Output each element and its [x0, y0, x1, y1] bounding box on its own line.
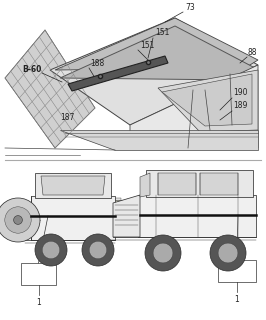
Circle shape	[14, 216, 22, 224]
Text: 190: 190	[233, 88, 247, 97]
Polygon shape	[68, 56, 168, 91]
Polygon shape	[200, 173, 238, 195]
Polygon shape	[41, 176, 105, 195]
Polygon shape	[60, 26, 255, 80]
Circle shape	[218, 243, 238, 263]
Circle shape	[153, 243, 173, 263]
Polygon shape	[113, 195, 140, 237]
Bar	[218, 260, 256, 282]
Circle shape	[89, 241, 107, 259]
Polygon shape	[140, 173, 150, 197]
Circle shape	[35, 234, 67, 266]
Text: 88: 88	[248, 48, 257, 57]
Bar	[21, 263, 56, 285]
Text: B-60: B-60	[22, 65, 41, 74]
Polygon shape	[60, 130, 258, 150]
Circle shape	[5, 207, 31, 233]
Polygon shape	[162, 74, 252, 126]
Text: 189: 189	[233, 101, 247, 110]
Polygon shape	[130, 65, 258, 148]
Bar	[115, 198, 121, 218]
Text: 151: 151	[155, 28, 169, 37]
Circle shape	[145, 235, 181, 271]
Polygon shape	[35, 173, 111, 198]
Text: 188: 188	[90, 59, 104, 68]
Circle shape	[0, 198, 40, 242]
Circle shape	[82, 234, 114, 266]
Polygon shape	[55, 18, 258, 70]
Polygon shape	[31, 196, 115, 240]
Polygon shape	[158, 70, 258, 132]
Polygon shape	[138, 195, 256, 237]
Text: 1: 1	[36, 298, 41, 307]
Polygon shape	[158, 173, 196, 195]
Bar	[114, 200, 124, 208]
Polygon shape	[146, 170, 253, 197]
Circle shape	[42, 241, 60, 259]
Text: 1: 1	[235, 295, 239, 304]
Polygon shape	[5, 30, 95, 148]
Text: 151: 151	[140, 41, 154, 50]
Circle shape	[210, 235, 246, 271]
Polygon shape	[50, 18, 258, 125]
Text: 73: 73	[185, 3, 195, 12]
Text: 187: 187	[60, 113, 74, 122]
